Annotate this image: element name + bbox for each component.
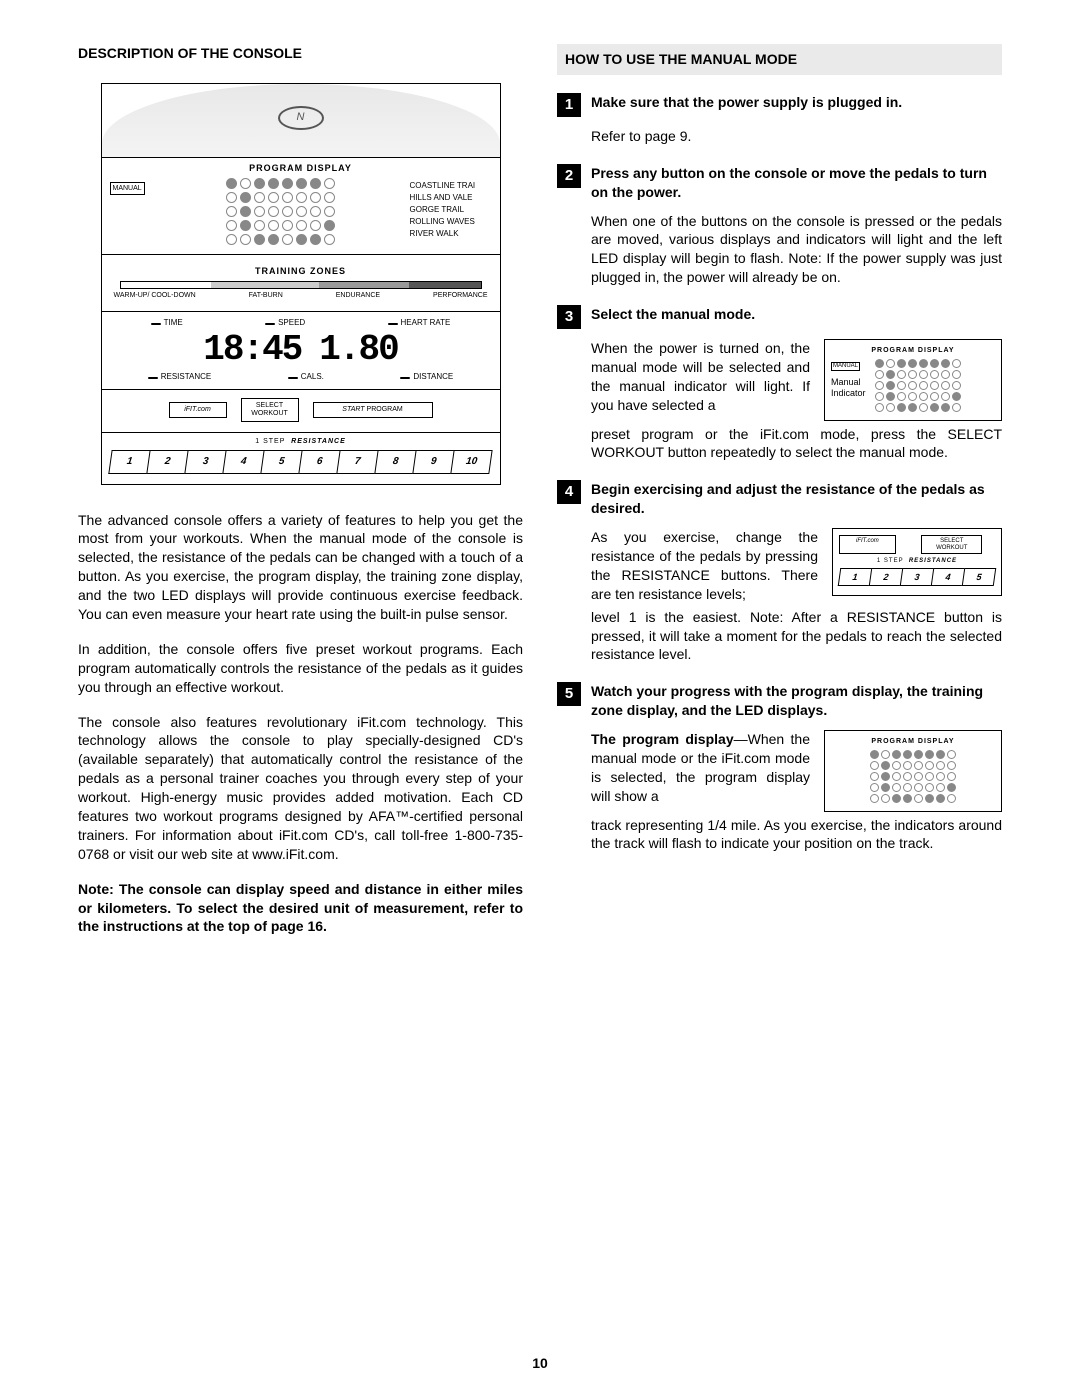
meters-top-labels: TIMESPEEDHEART RATE — [110, 318, 492, 329]
step-body: As you exercise, change the resistance o… — [591, 528, 1002, 664]
step: 1 Make sure that the power supply is plug… — [557, 93, 1002, 117]
step-title: Make sure that the power supply is plugg… — [591, 93, 902, 112]
program-names-list: COASTLINE TRAIHILLS AND VALEGORGE TRAILR… — [406, 178, 492, 240]
note-para: Note: The console can display speed and … — [78, 880, 523, 937]
step-number: 5 — [557, 682, 581, 706]
step: 4 Begin exercising and adjust the resista… — [557, 480, 1002, 518]
resistance-label: 1 STEP RESISTANCE — [110, 437, 492, 446]
training-zones-label: TRAINING ZONES — [110, 265, 492, 277]
step-title: Press any button on the console or move … — [591, 164, 1002, 202]
left-body-text: The advanced console offers a variety of… — [78, 511, 523, 937]
mini-track-display: PROGRAM DISPLAY — [824, 730, 1002, 811]
step-number: 4 — [557, 480, 581, 504]
resistance-buttons: 12345678910 — [110, 450, 492, 474]
step-body: When the power is turned on, the manual … — [591, 339, 1002, 462]
right-heading: HOW TO USE THE MANUAL MODE — [557, 44, 1002, 75]
page-number: 10 — [0, 1354, 1080, 1373]
mini-resistance-panel: iFIT.comSELECT WORKOUT1 STEP RESISTANCE1… — [832, 528, 1002, 595]
program-dot-matrix — [156, 178, 406, 248]
step-title: Select the manual mode. — [591, 305, 755, 324]
meters-bottom-labels: RESISTANCECALS.DISTANCE — [110, 372, 492, 383]
step-title: Begin exercising and adjust the resistan… — [591, 480, 1002, 518]
manual-label: MANUAL — [110, 182, 145, 195]
para: The advanced console offers a variety of… — [78, 511, 523, 624]
training-zone-labels: WARM-UP/ COOL-DOWNFAT-BURNENDURANCEPERFO… — [110, 291, 492, 300]
para: The console also features revolutionary … — [78, 713, 523, 864]
start-program-button: START PROGRAM — [313, 402, 433, 418]
training-zone-bar — [120, 281, 482, 289]
step: 5 Watch your progress with the program di… — [557, 682, 1002, 720]
para: In addition, the console offers five pre… — [78, 640, 523, 697]
step: 2 Press any button on the console or move… — [557, 164, 1002, 202]
step-number: 1 — [557, 93, 581, 117]
step-body: The program display—When the manual mode… — [591, 730, 1002, 853]
left-heading: DESCRIPTION OF THE CONSOLE — [78, 44, 523, 63]
console-diagram: N PROGRAM DISPLAY MANUAL COASTLINE TRAIH… — [101, 83, 501, 485]
led-left: 18:45 — [203, 332, 301, 368]
led-right: 1.80 — [319, 332, 397, 368]
step-body: Refer to page 9. — [591, 127, 1002, 146]
step-title: Watch your progress with the program dis… — [591, 682, 1002, 720]
step-number: 2 — [557, 164, 581, 188]
step: 3 Select the manual mode. — [557, 305, 1002, 329]
step-number: 3 — [557, 305, 581, 329]
step-body: When one of the buttons on the console i… — [591, 212, 1002, 288]
select-workout-button: SELECT WORKOUT — [241, 398, 299, 421]
program-display-label: PROGRAM DISPLAY — [102, 162, 500, 174]
console-logo-icon: N — [278, 106, 324, 130]
ifit-button: iFIT.com — [169, 402, 227, 418]
mini-program-display: PROGRAM DISPLAYMANUALManual Indicator — [824, 339, 1002, 420]
